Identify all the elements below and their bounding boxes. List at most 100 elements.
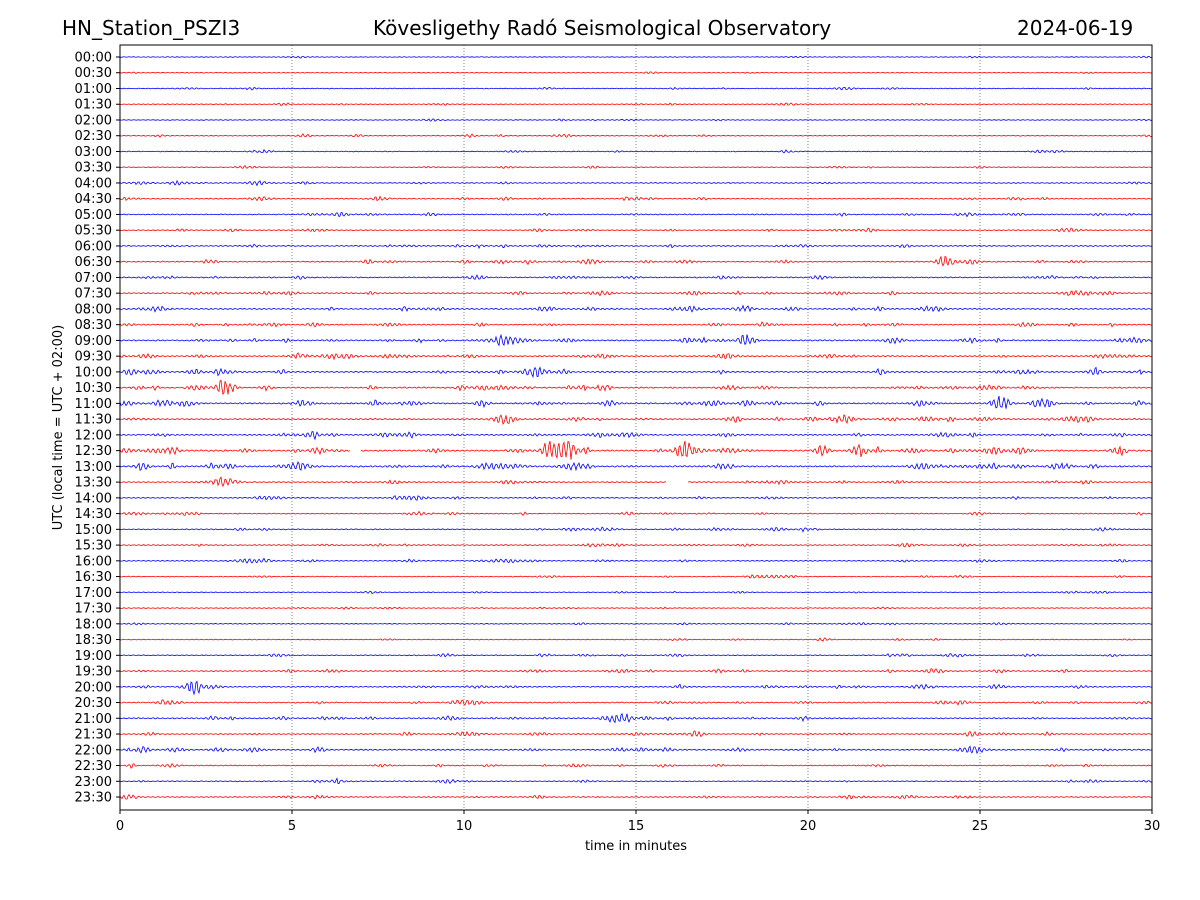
trace-1830 xyxy=(119,637,1153,642)
y-tick-label: 21:00 xyxy=(75,712,112,727)
y-tick-label: 18:00 xyxy=(75,617,112,632)
y-tick-label: 04:00 xyxy=(75,176,112,191)
x-tick-label: 0 xyxy=(116,819,124,834)
trace-2100 xyxy=(119,712,1153,724)
y-tick-label: 15:30 xyxy=(75,539,112,554)
station-label: HN_Station_PSZI3 xyxy=(62,16,241,40)
y-tick-label: 21:30 xyxy=(75,728,112,743)
x-tick-label: 5 xyxy=(288,819,296,834)
x-tick-label: 15 xyxy=(628,819,645,834)
trace-1500 xyxy=(119,526,1153,533)
y-tick-label: 13:30 xyxy=(75,476,112,491)
trace-0130 xyxy=(119,102,1153,107)
y-tick-label: 01:30 xyxy=(75,98,112,113)
y-tick-label: 19:30 xyxy=(75,665,112,680)
trace-1930 xyxy=(119,668,1153,674)
trace-0930 xyxy=(119,352,1153,361)
y-tick-label: 04:30 xyxy=(75,192,112,207)
y-tick-label: 16:30 xyxy=(75,570,112,585)
trace-1700 xyxy=(119,590,1153,595)
y-tick-label: 13:00 xyxy=(75,460,112,475)
trace-0200 xyxy=(119,118,1153,122)
y-tick-label: 09:30 xyxy=(75,350,112,365)
trace-0100 xyxy=(119,86,1153,91)
y-tick-label: 16:00 xyxy=(75,554,112,569)
y-tick-label: 18:30 xyxy=(75,633,112,648)
y-tick-label: 00:00 xyxy=(75,51,112,66)
y-tick-label: 10:00 xyxy=(75,365,112,380)
trace-1200 xyxy=(119,431,1153,441)
trace-0800 xyxy=(119,304,1153,313)
y-tick-label: 01:00 xyxy=(75,82,112,97)
trace-1230 xyxy=(119,446,351,456)
trace-0900 xyxy=(119,333,1153,347)
y-tick-label: 20:30 xyxy=(75,696,112,711)
y-tick-label: 00:30 xyxy=(75,66,112,81)
y-tick-label: 08:30 xyxy=(75,318,112,333)
y-tick-label: 15:00 xyxy=(75,523,112,538)
trace-1030 xyxy=(119,379,1153,396)
y-tick-label: 14:30 xyxy=(75,507,112,522)
trace-1730 xyxy=(119,606,1153,610)
trace-1100 xyxy=(119,395,1153,409)
y-tick-label: 05:00 xyxy=(75,208,112,223)
trace-0600 xyxy=(119,243,1153,250)
trace-0430 xyxy=(119,195,1153,202)
trace-1630 xyxy=(119,574,1153,579)
trace-2130 xyxy=(119,730,1153,738)
y-tick-label: 07:30 xyxy=(75,287,112,302)
y-tick-label: 02:00 xyxy=(75,113,112,128)
y-tick-label: 17:00 xyxy=(75,586,112,601)
y-tick-label: 12:30 xyxy=(75,444,112,459)
y-tick-label: 14:00 xyxy=(75,491,112,506)
trace-1330 xyxy=(119,476,667,488)
y-tick-label: 12:00 xyxy=(75,428,112,443)
y-tick-label: 23:00 xyxy=(75,775,112,790)
y-axis-label: UTC (local time = UTC + 02:00) xyxy=(51,325,66,530)
x-tick-label: 25 xyxy=(972,819,989,834)
trace-1430 xyxy=(119,510,1153,516)
trace-0700 xyxy=(119,274,1153,281)
y-tick-label: 06:00 xyxy=(75,239,112,254)
x-axis-label: time in minutes xyxy=(585,839,687,854)
trace-0230 xyxy=(119,133,1153,139)
date-label: 2024-06-19 xyxy=(1017,16,1134,40)
trace-0400 xyxy=(119,179,1153,187)
trace-2300 xyxy=(119,777,1153,785)
trace-2200 xyxy=(119,745,1153,755)
trace-0300 xyxy=(119,148,1153,154)
y-tick-label: 23:30 xyxy=(75,791,112,806)
trace-1900 xyxy=(119,652,1153,658)
trace-1230 xyxy=(360,440,1153,460)
y-tick-label: 11:30 xyxy=(75,413,112,428)
y-tick-label: 06:30 xyxy=(75,255,112,270)
trace-0530 xyxy=(119,227,1153,233)
trace-2030 xyxy=(119,699,1153,706)
y-tick-label: 10:30 xyxy=(75,381,112,396)
y-tick-label: 19:00 xyxy=(75,649,112,664)
x-tick-label: 10 xyxy=(456,819,473,834)
trace-0730 xyxy=(119,289,1153,297)
x-tick-label: 20 xyxy=(800,819,817,834)
trace-1800 xyxy=(119,622,1153,626)
y-tick-label: 09:00 xyxy=(75,334,112,349)
observatory-title: Kövesligethy Radó Seismological Observat… xyxy=(373,16,832,40)
y-tick-label: 22:30 xyxy=(75,759,112,774)
y-tick-label: 07:00 xyxy=(75,271,112,286)
y-tick-label: 05:30 xyxy=(75,224,112,239)
trace-1400 xyxy=(119,495,1153,501)
y-tick-label: 17:30 xyxy=(75,602,112,617)
trace-0330 xyxy=(119,165,1153,169)
trace-1530 xyxy=(119,542,1153,548)
trace-2230 xyxy=(119,762,1153,769)
trace-1600 xyxy=(119,557,1153,564)
trace-1130 xyxy=(119,414,1153,425)
trace-0830 xyxy=(119,321,1153,328)
trace-1300 xyxy=(119,461,1153,472)
plot-frame xyxy=(119,44,1153,811)
trace-2330 xyxy=(119,793,1153,800)
trace-0500 xyxy=(119,212,1153,218)
y-tick-label: 08:00 xyxy=(75,302,112,317)
trace-1000 xyxy=(119,366,1153,379)
